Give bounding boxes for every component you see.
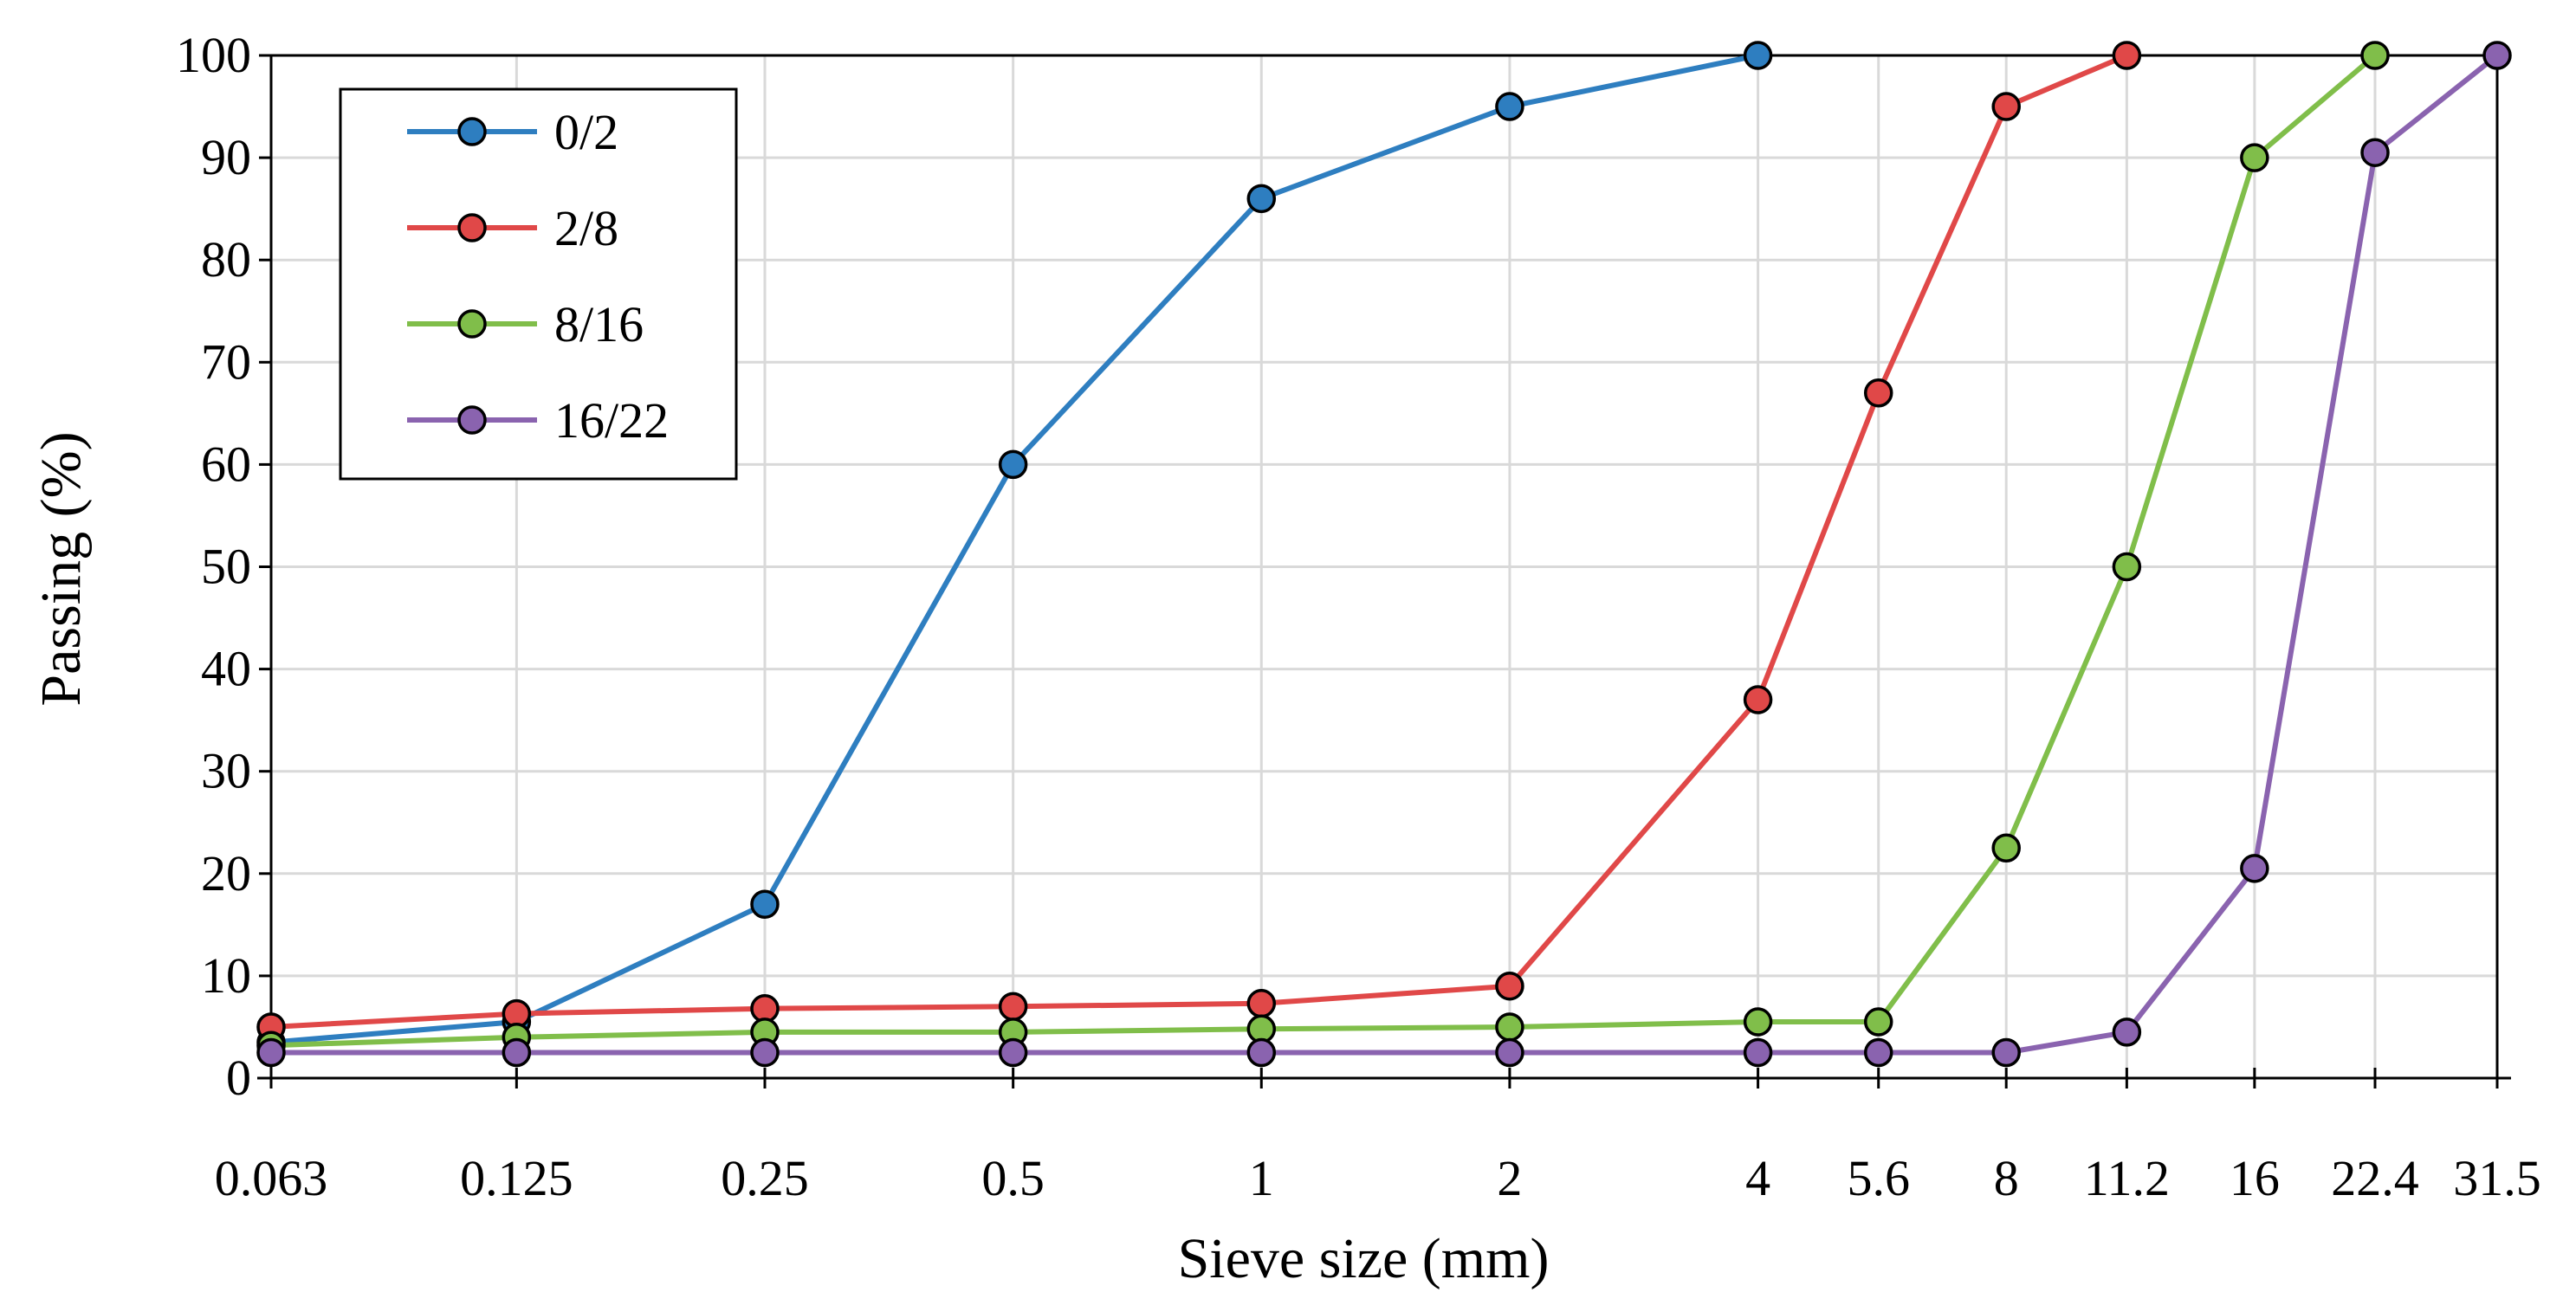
series-line-8-16: [270, 53, 2377, 1049]
x-tick-label: 8: [1994, 1150, 2019, 1206]
data-point-16-22: [1246, 1037, 1277, 1068]
legend-label: 2/8: [554, 200, 618, 256]
series-line-2-8: [270, 53, 2128, 1030]
y-axis-title: Passing (%): [29, 431, 93, 706]
data-point-16-22: [256, 1037, 286, 1068]
y-tick-label: 90: [201, 129, 251, 185]
data-point-2-8: [1495, 971, 1524, 1001]
y-tick-label: 100: [176, 27, 251, 83]
y-tick-label: 80: [201, 231, 251, 287]
data-point-16-22: [998, 1037, 1028, 1068]
data-point-16-22: [2360, 138, 2390, 167]
x-tick-label: 31.5: [2453, 1150, 2541, 1206]
data-point-16-22: [2482, 41, 2512, 70]
data-point-8-16: [2240, 143, 2269, 172]
y-tick-label: 40: [201, 641, 251, 697]
data-point-0-2: [750, 889, 780, 919]
data-point-2-8: [1991, 92, 2021, 121]
data-point-0-2: [1495, 92, 1524, 121]
legend-marker: [457, 117, 487, 146]
data-point-2-8: [1743, 685, 1773, 714]
data-point-2-8: [2112, 41, 2142, 70]
y-tick-labels: 0 10 20 30 40 50 60 70 80 90 100: [176, 27, 251, 1106]
legend-marker: [457, 405, 487, 435]
series-markers: [256, 41, 2512, 1068]
x-tick-label: 5.6: [1847, 1150, 1910, 1206]
legend-box: [339, 87, 738, 481]
data-point-8-16: [2112, 552, 2142, 582]
x-tick-label: 1: [1249, 1150, 1274, 1206]
x-axis-title: Sieve size (mm): [1178, 1227, 1550, 1290]
data-point-16-22: [2112, 1018, 2142, 1047]
data-point-0-2: [1246, 184, 1277, 214]
data-point-16-22: [1991, 1037, 2021, 1068]
y-tick-label: 0: [226, 1050, 251, 1106]
data-point-8-16: [2360, 41, 2390, 70]
axis-ticks: [257, 54, 2511, 1089]
data-point-2-8: [1246, 989, 1277, 1018]
data-point-0-2: [1743, 41, 1773, 70]
y-tick-label: 60: [201, 436, 251, 492]
x-tick-label: 11.2: [2084, 1150, 2170, 1206]
data-point-16-22: [1743, 1037, 1773, 1068]
x-tick-label: 0.25: [721, 1150, 809, 1206]
y-tick-label: 20: [201, 845, 251, 901]
data-point-2-8: [1863, 378, 1893, 408]
legend-label: 16/22: [554, 392, 669, 449]
y-tick-label: 10: [201, 947, 251, 1004]
data-point-0-2: [998, 449, 1028, 480]
data-point-16-22: [750, 1037, 780, 1068]
legend-marker: [457, 309, 487, 339]
x-tick-label: 2: [1497, 1150, 1522, 1206]
data-point-16-22: [1863, 1037, 1893, 1068]
data-point-16-22: [502, 1037, 532, 1068]
x-tick-label: 4: [1745, 1150, 1770, 1206]
x-tick-label: 16: [2230, 1150, 2280, 1206]
x-tick-label: 0.063: [215, 1150, 328, 1206]
data-point-16-22: [2240, 854, 2269, 883]
data-point-8-16: [1495, 1012, 1524, 1042]
data-point-8-16: [1863, 1007, 1893, 1037]
legend-label: 8/16: [554, 296, 644, 352]
legend-label: 0/2: [554, 104, 618, 160]
legend-marker: [457, 213, 487, 242]
x-tick-label: 0.5: [981, 1150, 1045, 1206]
y-tick-label: 30: [201, 743, 251, 799]
y-tick-label: 70: [201, 333, 251, 390]
data-point-2-8: [998, 992, 1028, 1022]
data-point-16-22: [1495, 1037, 1524, 1068]
x-tick-label: 22.4: [2331, 1150, 2419, 1206]
y-tick-label: 50: [201, 539, 251, 595]
legend: 0/2 2/8 8/16 16/22: [339, 87, 738, 481]
x-tick-label: 0.125: [460, 1150, 573, 1206]
data-point-8-16: [1991, 833, 2021, 863]
x-tick-labels: 0.063 0.125 0.25 0.5 1 2 4 5.6 8 11.2 16 22.4 31.5: [215, 1150, 2541, 1206]
data-point-8-16: [1743, 1007, 1773, 1037]
